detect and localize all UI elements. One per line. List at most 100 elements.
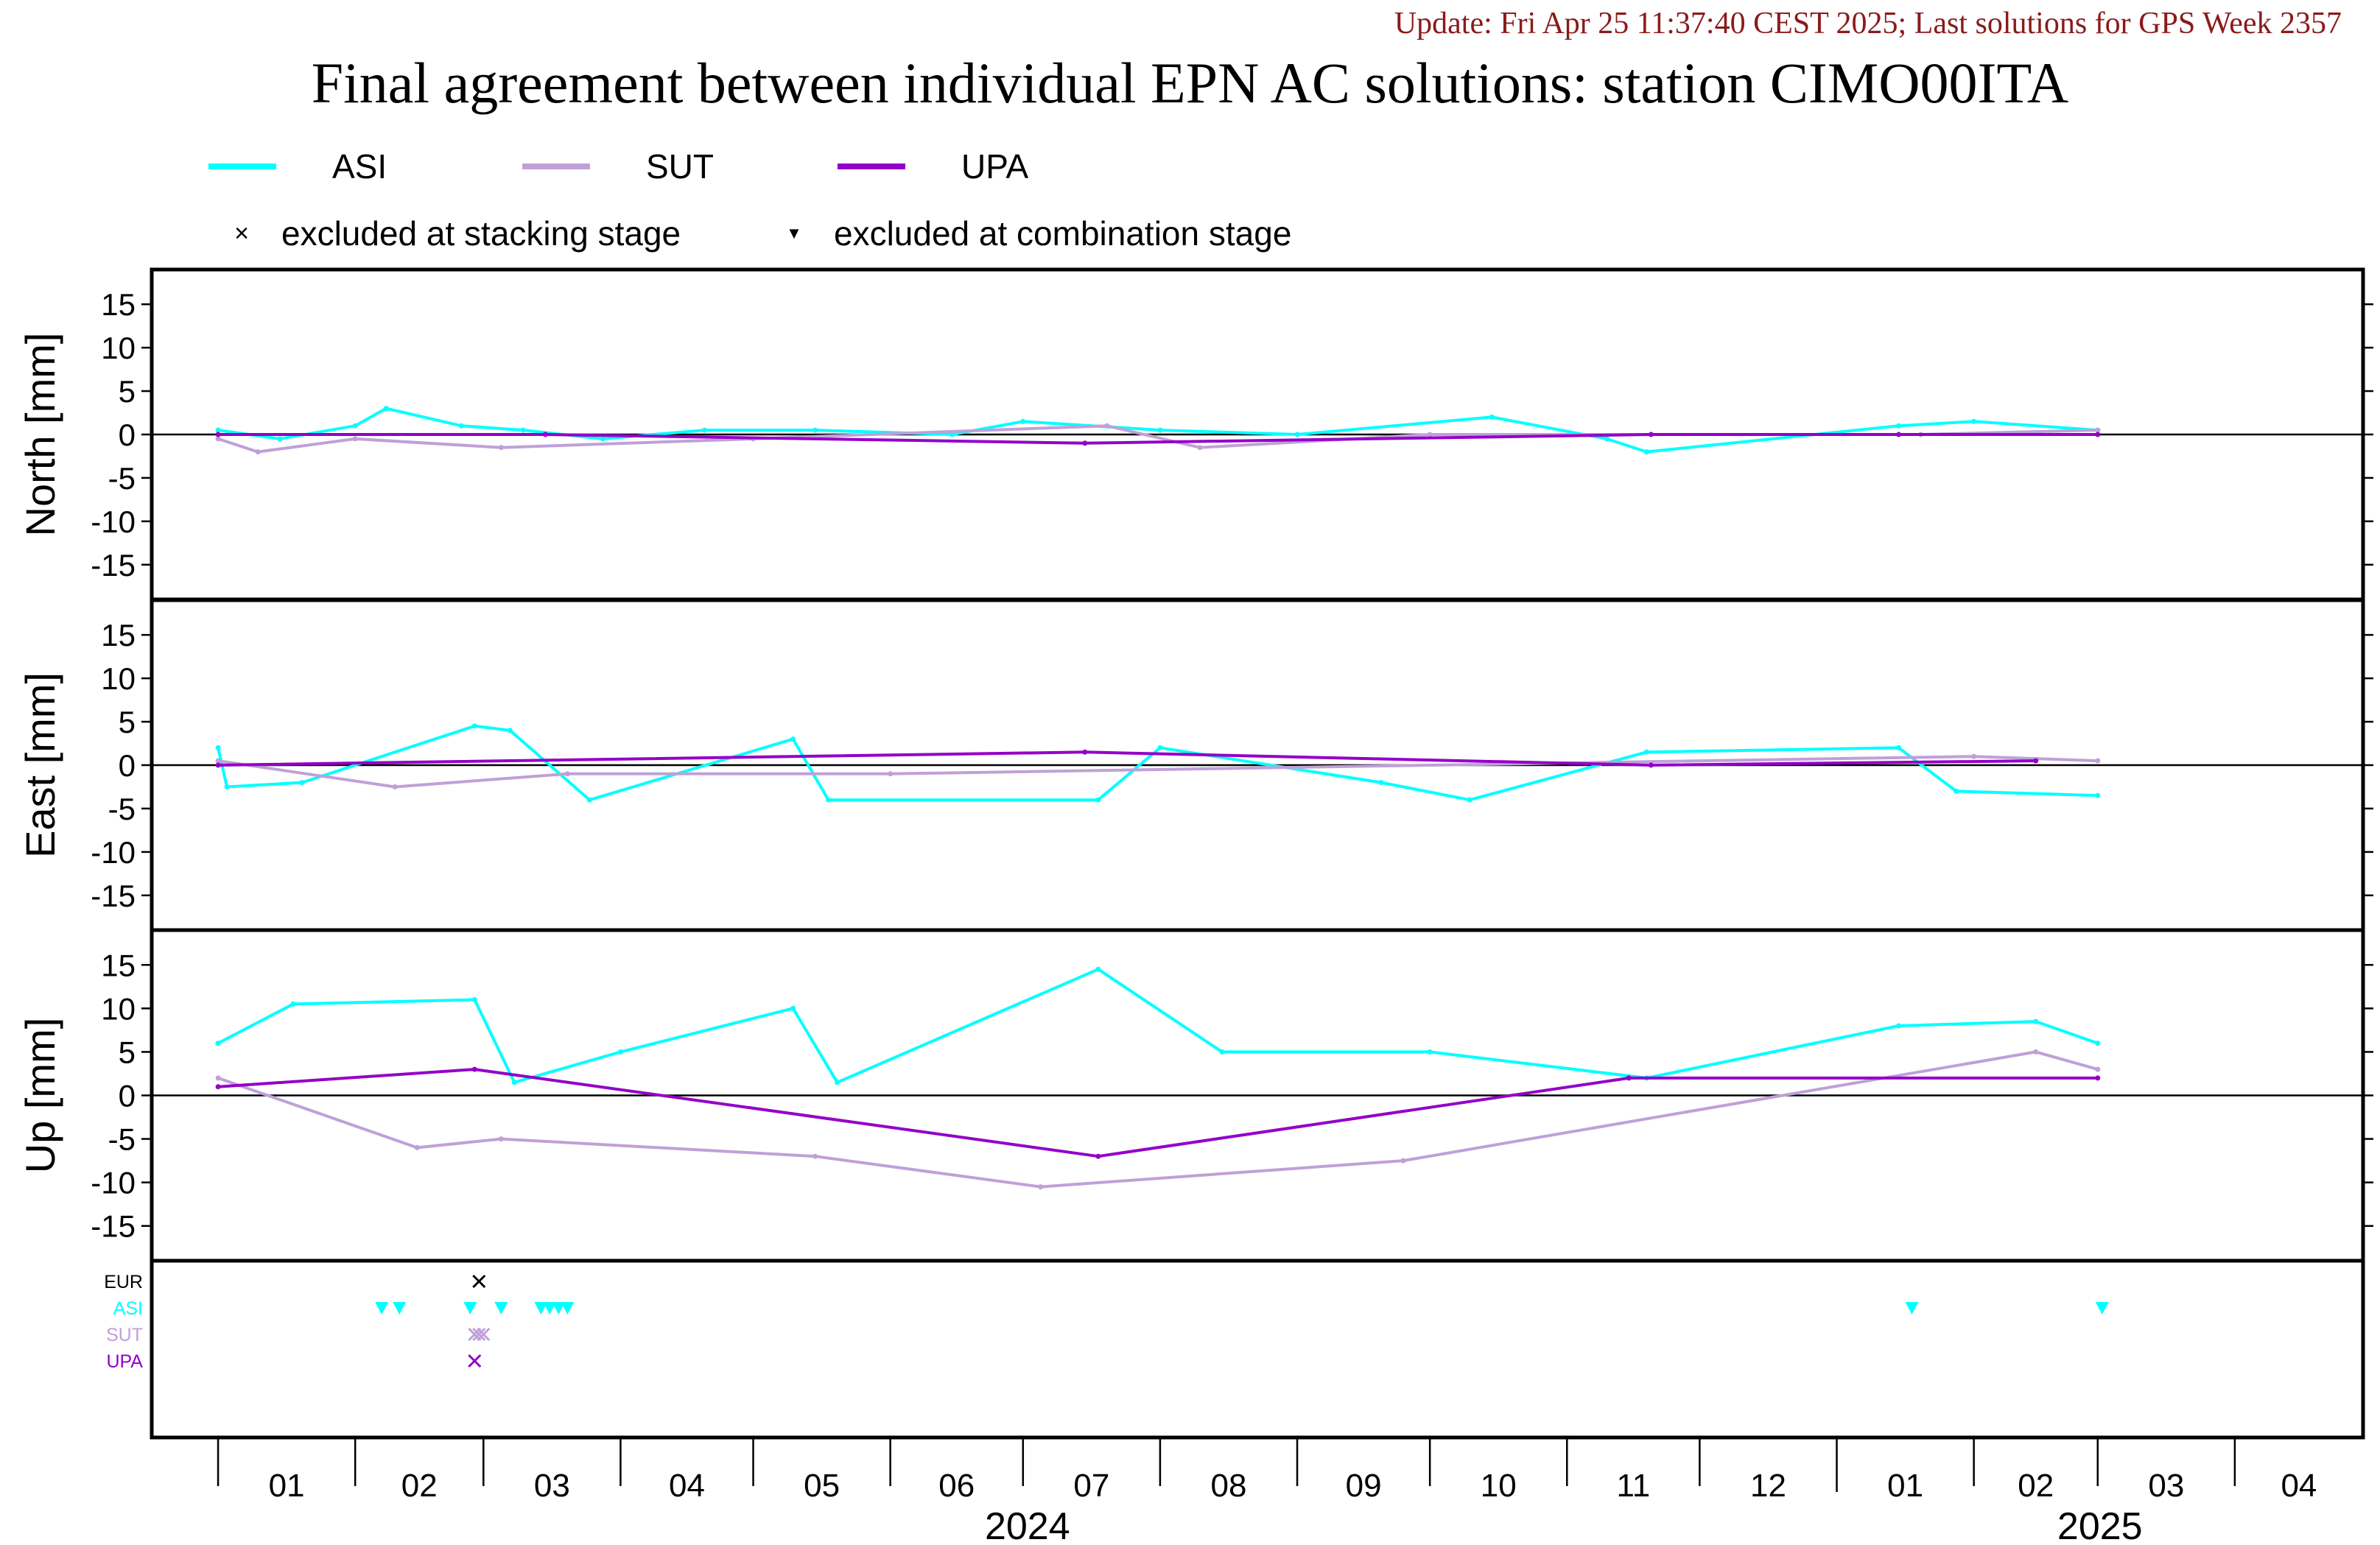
- y-tick-label: -15: [91, 879, 136, 913]
- x-mark-icon: [477, 1327, 491, 1342]
- data-point-asi: [1157, 745, 1163, 750]
- data-point-asi: [1095, 797, 1101, 803]
- data-point-sut: [1400, 1158, 1406, 1164]
- data-point-asi: [2095, 1041, 2101, 1046]
- triangle-down-icon: [463, 1302, 477, 1315]
- x-tick-label: 12: [1750, 1468, 1786, 1504]
- data-point-sut: [392, 784, 398, 789]
- x-tick-label: 03: [534, 1468, 570, 1504]
- y-tick-label: 10: [101, 661, 136, 696]
- x-tick-label: 09: [1346, 1468, 1382, 1504]
- triangle-down-icon: [552, 1302, 566, 1315]
- y-tick-label: -10: [91, 1166, 136, 1200]
- triangle-down-icon: [534, 1302, 548, 1315]
- data-point-asi: [352, 423, 358, 429]
- data-point-upa: [2095, 1075, 2101, 1081]
- data-point-sut: [2095, 758, 2101, 764]
- legend-swatch-asi: [208, 163, 276, 169]
- exclusion-panel-frame: [150, 1259, 2365, 1440]
- data-point-asi: [1896, 1023, 1902, 1029]
- legend-label-upa: UPA: [961, 147, 1029, 186]
- data-point-sut: [1197, 445, 1203, 451]
- x-tick-label: 01: [269, 1468, 305, 1504]
- legend-label-sut: SUT: [646, 147, 714, 186]
- y-tick-label: 15: [101, 287, 136, 322]
- data-point-asi: [215, 745, 221, 750]
- triangle-down-icon: [561, 1302, 575, 1315]
- data-point-asi: [1378, 780, 1384, 786]
- x-mark-icon: [468, 1354, 482, 1368]
- data-point-asi: [458, 423, 464, 429]
- data-point-sut: [352, 436, 358, 442]
- data-point-asi: [2033, 1018, 2039, 1024]
- data-point-upa: [1626, 1075, 1632, 1081]
- legend-swatch-upa: [838, 163, 905, 169]
- data-point-sut: [498, 445, 504, 451]
- exclusion-row-label: ASI: [113, 1298, 143, 1319]
- triangle-down-icon: [375, 1302, 389, 1315]
- data-point-upa: [215, 1084, 221, 1090]
- data-point-sut: [1971, 753, 1977, 759]
- y-tick-label: 10: [101, 991, 136, 1026]
- exclusion-row-label: EUR: [104, 1272, 143, 1292]
- triangle-down-icon: [1905, 1302, 1919, 1315]
- y-tick-label: -5: [108, 792, 136, 826]
- data-point-asi: [215, 427, 221, 433]
- data-point-asi: [1971, 418, 1977, 424]
- data-point-asi: [835, 1080, 840, 1085]
- data-point-asi: [290, 1001, 296, 1007]
- y-tick-label: -15: [91, 1209, 136, 1244]
- legend-combination-exclusion: ▼ excluded at combination stage: [779, 214, 1291, 253]
- x-tick-label: 08: [1210, 1468, 1246, 1504]
- y-tick-label: 5: [119, 705, 136, 739]
- data-point-sut: [2033, 1049, 2039, 1055]
- x-year-label: 2025: [2057, 1505, 2143, 1545]
- y-axis-label: East [mm]: [17, 672, 63, 858]
- data-point-asi: [2095, 792, 2101, 798]
- update-info: Update: Fri Apr 25 11:37:40 CEST 2025; L…: [1394, 7, 2342, 41]
- x-tick-label: 01: [1887, 1468, 1923, 1504]
- y-tick-label: -15: [91, 548, 136, 583]
- data-point-asi: [1896, 745, 1902, 750]
- data-point-asi: [520, 427, 526, 433]
- data-point-upa: [1896, 432, 1902, 437]
- data-point-asi: [812, 427, 818, 433]
- data-point-sut: [255, 449, 261, 455]
- legend-item-upa: UPA: [838, 144, 1028, 189]
- data-point-sut: [1038, 1184, 1044, 1190]
- data-point-asi: [790, 1005, 796, 1011]
- x-tick-label: 06: [938, 1468, 975, 1504]
- data-point-asi: [826, 797, 832, 803]
- series-line-upa: [217, 1068, 2098, 1158]
- x-tick-label: 10: [1481, 1468, 1517, 1504]
- data-point-asi: [1954, 788, 1959, 794]
- data-point-sut: [812, 1153, 818, 1159]
- data-point-upa: [471, 1066, 477, 1072]
- data-point-asi: [299, 780, 305, 786]
- x-mark-icon: [472, 1327, 486, 1342]
- data-point-asi: [383, 406, 389, 412]
- y-tick-label: 15: [101, 618, 136, 652]
- data-point-asi: [1604, 436, 1610, 442]
- triangle-down-icon: [494, 1302, 508, 1315]
- y-axis-label: Up [mm]: [17, 1018, 63, 1174]
- data-point-asi: [1294, 432, 1300, 437]
- exclusion-row-label: SUT: [106, 1325, 143, 1345]
- x-tick-label: 04: [2281, 1468, 2317, 1504]
- data-point-asi: [1489, 414, 1495, 420]
- data-point-asi: [277, 436, 283, 442]
- y-tick-label: -5: [108, 1122, 136, 1157]
- data-point-asi: [471, 723, 477, 729]
- data-point-asi: [949, 432, 955, 437]
- y-tick-label: 0: [119, 1079, 136, 1113]
- legend-swatch-sut: [522, 163, 590, 169]
- data-point-asi: [1896, 423, 1902, 429]
- data-point-asi: [1467, 797, 1472, 803]
- exclusion-row-label: UPA: [106, 1351, 143, 1372]
- legend-stacking-exclusion: × excluded at stacking stage: [227, 214, 681, 253]
- data-point-asi: [1095, 966, 1101, 972]
- data-point-asi: [215, 1041, 221, 1046]
- series-line-asi: [217, 724, 2098, 802]
- data-point-upa: [1082, 749, 1088, 755]
